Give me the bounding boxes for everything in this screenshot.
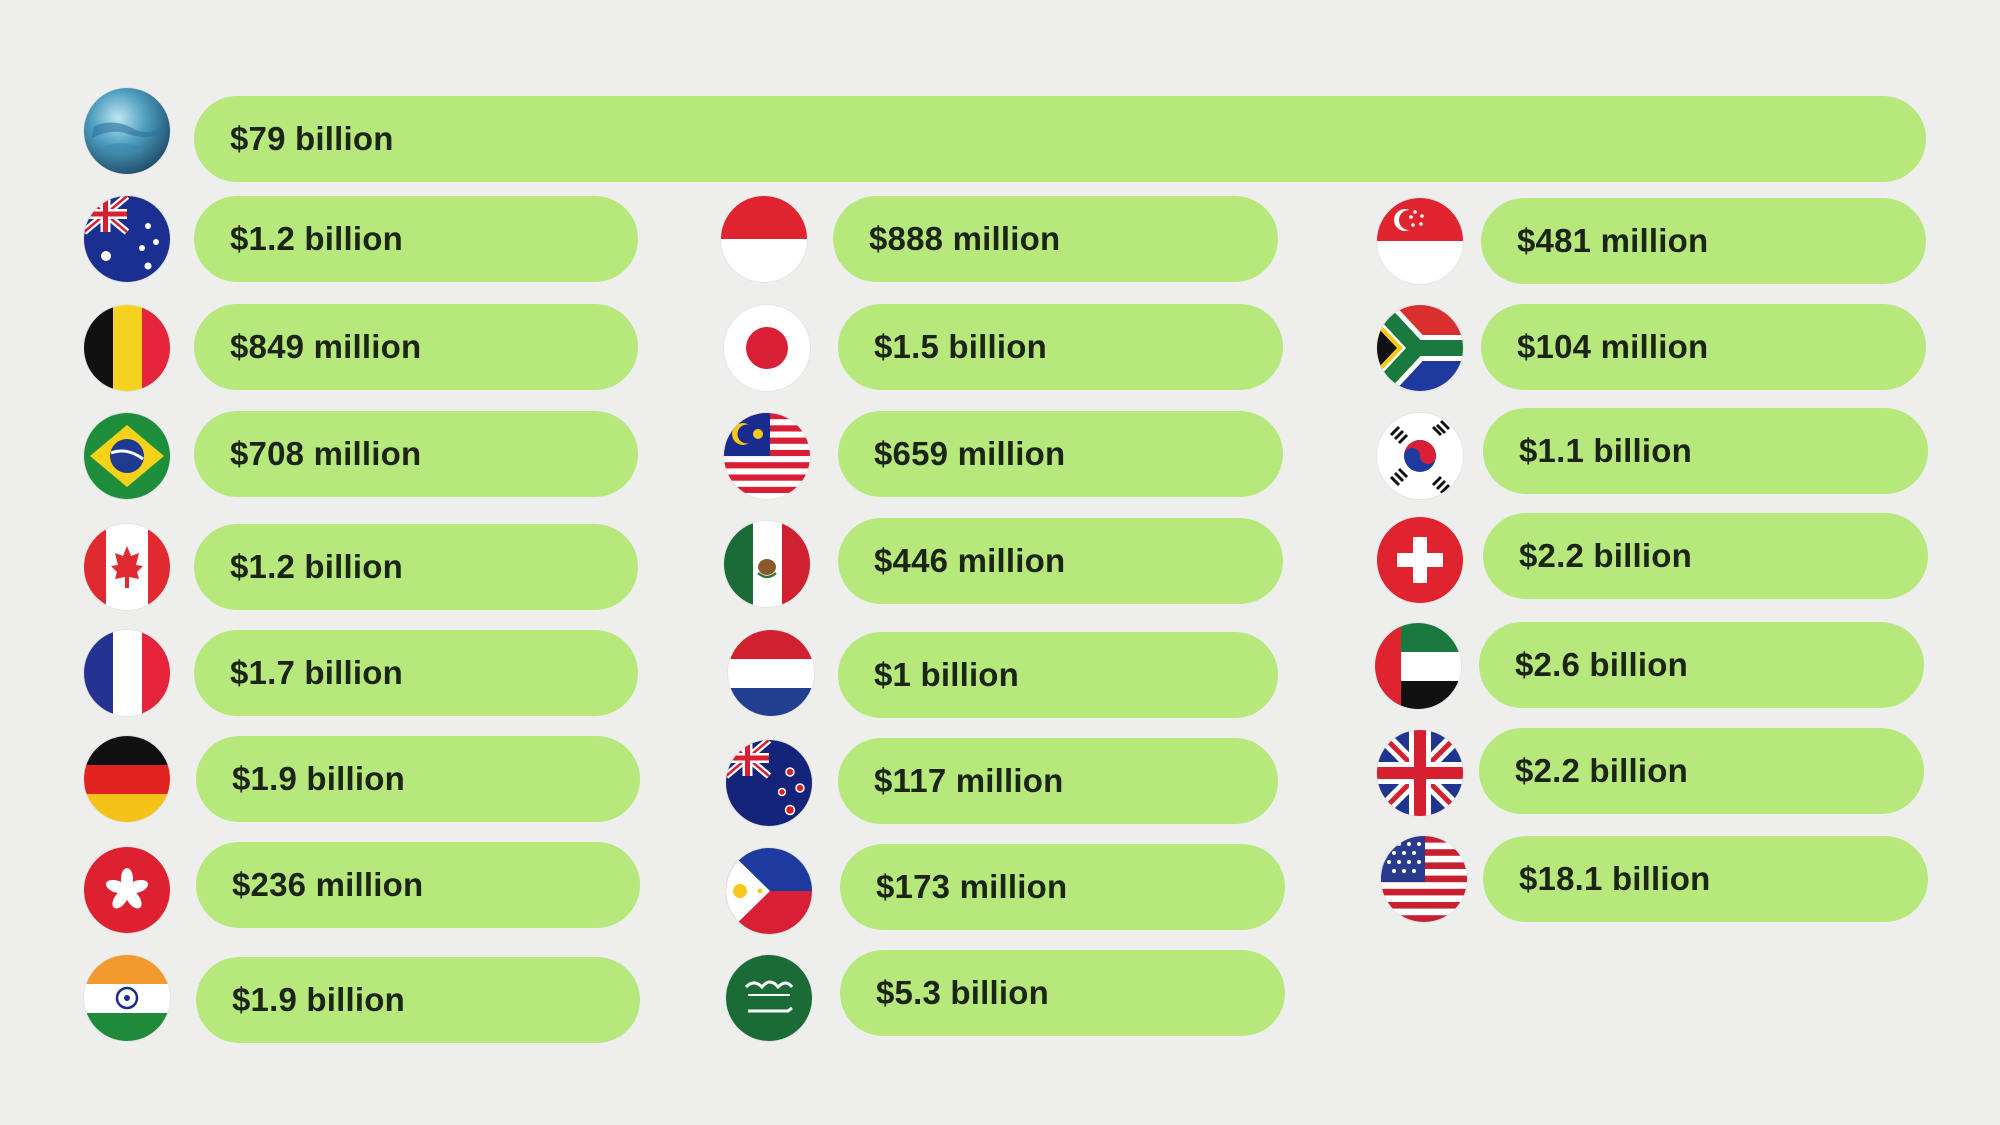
malaysia-amount: $659 million [838,411,1283,497]
globe-icon [84,88,170,174]
south-africa-flag-icon [1377,305,1463,391]
new-zealand-flag-icon [726,740,812,826]
australia-amount: $1.2 billion [194,196,638,282]
south-korea-flag-icon [1377,413,1463,499]
brazil-amount: $708 million [194,411,638,497]
australia-flag-icon [84,196,170,282]
uae-flag-icon [1375,623,1461,709]
united-states-flag-icon [1381,836,1467,922]
hong-kong-amount: $236 million [196,842,640,928]
japan-amount: $1.5 billion [838,304,1283,390]
indonesia-amount: $888 million [833,196,1278,282]
philippines-flag-icon [726,848,812,934]
mexico-amount: $446 million [838,518,1283,604]
switzerland-flag-icon [1377,517,1463,603]
uae-amount: $2.6 billion [1479,622,1924,708]
india-flag-icon [84,955,170,1041]
united-kingdom-amount: $2.2 billion [1479,728,1924,814]
singapore-amount: $481 million [1481,198,1926,284]
france-amount: $1.7 billion [194,630,638,716]
india-amount: $1.9 billion [196,957,640,1043]
netherlands-amount: $1 billion [838,632,1278,718]
canada-amount: $1.2 billion [194,524,638,610]
philippines-amount: $173 million [840,844,1285,930]
south-africa-amount: $104 million [1481,304,1926,390]
united-states-amount: $18.1 billion [1483,836,1928,922]
belgium-amount: $849 million [194,304,638,390]
germany-amount: $1.9 billion [196,736,640,822]
netherlands-flag-icon [728,630,814,716]
singapore-flag-icon [1377,198,1463,284]
indonesia-flag-icon [721,196,807,282]
japan-flag-icon [724,305,810,391]
new-zealand-amount: $117 million [838,738,1278,824]
canada-flag-icon [84,524,170,610]
world-amount: $79 billion [194,96,1926,182]
saudi-arabia-amount: $5.3 billion [840,950,1285,1036]
malaysia-flag-icon [724,413,810,499]
brazil-flag-icon [84,413,170,499]
france-flag-icon [84,630,170,716]
switzerland-amount: $2.2 billion [1483,513,1928,599]
saudi-arabia-flag-icon [726,955,812,1041]
belgium-flag-icon [84,305,170,391]
hong-kong-flag-icon [84,847,170,933]
united-kingdom-flag-icon [1377,730,1463,816]
mexico-flag-icon [724,521,810,607]
south-korea-amount: $1.1 billion [1483,408,1928,494]
germany-flag-icon [84,736,170,822]
